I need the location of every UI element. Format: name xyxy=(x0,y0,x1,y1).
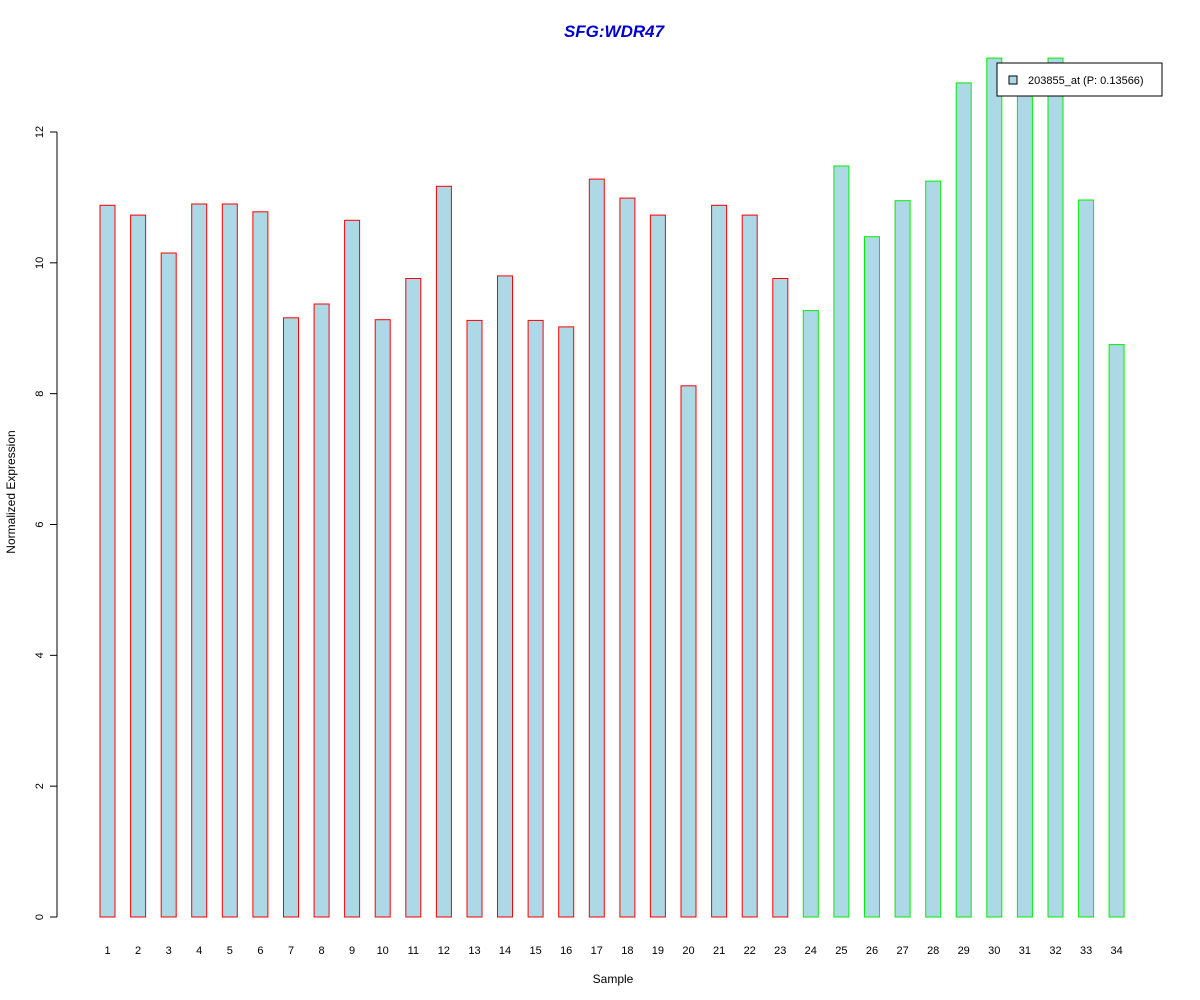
bar-sample-17 xyxy=(588,178,605,918)
x-tick-label: 26 xyxy=(866,945,878,957)
x-tick-label: 29 xyxy=(958,945,970,957)
legend-box xyxy=(996,62,1163,97)
bar-sample-31 xyxy=(1016,85,1033,918)
x-tick-label: 8 xyxy=(319,945,325,957)
legend-label: 203855_at (P: 0.13566) xyxy=(1028,75,1144,87)
bar-sample-21 xyxy=(711,204,728,918)
y-tick-label: 10 xyxy=(34,257,46,269)
x-tick-label: 30 xyxy=(988,945,1000,957)
x-tick-label: 28 xyxy=(927,945,939,957)
y-axis-label: Normalized Expression xyxy=(4,430,18,553)
x-tick-label: 1 xyxy=(104,945,110,957)
x-tick-label: 22 xyxy=(744,945,756,957)
legend: 203855_at (P: 0.13566) xyxy=(996,62,1163,97)
bar-sample-1 xyxy=(99,204,116,918)
bar-sample-16 xyxy=(558,326,575,918)
y-tick-label: 12 xyxy=(34,126,46,138)
y-tick-label: 2 xyxy=(34,783,46,789)
y-tick-label: 6 xyxy=(34,521,46,527)
x-tick-label: 20 xyxy=(682,945,694,957)
x-axis-label: Sample xyxy=(593,972,634,986)
x-tick-label: 23 xyxy=(774,945,786,957)
y-tick-label: 4 xyxy=(34,652,46,658)
bar-sample-25 xyxy=(833,165,850,918)
x-tick-label: 34 xyxy=(1110,945,1122,957)
x-tick-label: 12 xyxy=(438,945,450,957)
bar-sample-11 xyxy=(405,278,422,918)
x-tick-label: 17 xyxy=(591,945,603,957)
x-tick-label: 6 xyxy=(257,945,263,957)
x-tick-label: 2 xyxy=(135,945,141,957)
x-tick-label: 9 xyxy=(349,945,355,957)
bar-sample-9 xyxy=(344,219,361,918)
bars-group xyxy=(99,57,1125,918)
bar-sample-18 xyxy=(619,197,636,918)
bar-sample-33 xyxy=(1078,199,1095,918)
bar-sample-24 xyxy=(802,310,819,918)
bar-sample-6 xyxy=(252,211,269,918)
bar-sample-29 xyxy=(955,82,972,918)
bar-sample-10 xyxy=(374,319,391,918)
bar-sample-4 xyxy=(191,203,208,918)
x-tick-label: 21 xyxy=(713,945,725,957)
bar-sample-28 xyxy=(925,180,942,918)
x-tick-label: 10 xyxy=(377,945,389,957)
chart-title: SFG:WDR47 xyxy=(564,22,666,41)
x-tick-label: 24 xyxy=(805,945,817,957)
y-axis: 0 2 4 6 8 10 12 xyxy=(34,126,58,920)
y-tick-label: 0 xyxy=(34,914,46,920)
bar-sample-19 xyxy=(649,214,666,918)
bar-sample-34 xyxy=(1108,344,1125,918)
bar-sample-20 xyxy=(680,385,697,918)
x-tick-label: 32 xyxy=(1049,945,1061,957)
bar-sample-8 xyxy=(313,303,330,918)
bar-sample-27 xyxy=(894,200,911,918)
bar-sample-15 xyxy=(527,319,544,918)
bar-sample-3 xyxy=(160,252,177,918)
bar-sample-23 xyxy=(772,278,789,918)
x-tick-label: 13 xyxy=(468,945,480,957)
x-tick-label: 14 xyxy=(499,945,511,957)
x-tick-label: 27 xyxy=(896,945,908,957)
x-tick-label: 33 xyxy=(1080,945,1092,957)
bar-sample-22 xyxy=(741,214,758,918)
bar-sample-12 xyxy=(435,185,452,918)
bar-sample-5 xyxy=(221,203,238,918)
x-tick-label: 16 xyxy=(560,945,572,957)
bar-sample-13 xyxy=(466,319,483,918)
x-tick-label: 11 xyxy=(408,945,419,957)
x-tick-label: 25 xyxy=(835,945,847,957)
x-tick-labels: 1 2 3 4 5 6 7 8 9 10 11 12 13 14 15 16 17 18 19 20 21 22 23 24 2… xyxy=(104,945,1122,957)
bar-sample-32 xyxy=(1047,57,1064,918)
x-tick-label: 19 xyxy=(652,945,664,957)
x-tick-label: 4 xyxy=(196,945,202,957)
bar-sample-26 xyxy=(864,236,880,918)
y-tick-label: 8 xyxy=(34,391,46,397)
x-tick-label: 7 xyxy=(288,945,294,957)
bar-sample-7 xyxy=(283,317,299,918)
x-tick-label: 3 xyxy=(166,945,172,957)
bar-sample-14 xyxy=(497,275,513,918)
bar-sample-30 xyxy=(986,57,1003,918)
x-tick-label: 15 xyxy=(529,945,541,957)
bar-sample-2 xyxy=(130,214,147,918)
legend-swatch xyxy=(1008,75,1018,85)
x-tick-label: 18 xyxy=(621,945,633,957)
x-tick-label: 31 xyxy=(1019,945,1031,957)
x-tick-label: 5 xyxy=(227,945,233,957)
